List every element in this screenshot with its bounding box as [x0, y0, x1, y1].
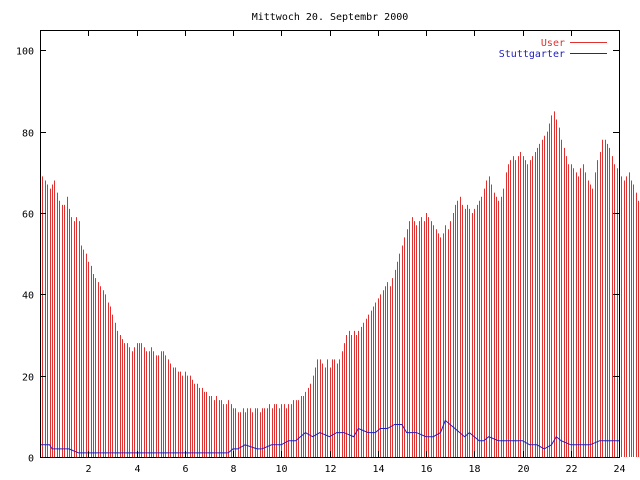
x-tick-label: 20	[517, 464, 529, 475]
chart-title: Mittwoch 20. Septembr 2000	[252, 12, 409, 23]
x-tick-label: 8	[230, 464, 236, 475]
y-tick-label: 0	[28, 454, 34, 465]
stuttgarter-line	[40, 419, 619, 454]
x-tick-label: 12	[324, 464, 336, 475]
y-tick-label: 80	[22, 129, 34, 140]
x-tick-label: 18	[468, 464, 480, 475]
x-tick-label: 16	[420, 464, 432, 475]
y-tick-label: 60	[22, 210, 34, 221]
user-series	[40, 111, 639, 457]
y-tick-label: 40	[22, 291, 34, 302]
x-tick-label: 4	[134, 464, 140, 475]
x-axis: 2 4 6 8 10 12 14 16 18 20 22 24	[85, 30, 626, 475]
y-tick-label: 100	[16, 47, 34, 58]
x-tick-label: 24	[613, 464, 625, 475]
y-tick-label: 20	[22, 373, 34, 384]
x-tick-label: 6	[182, 464, 188, 475]
legend: User Stuttgarter	[499, 38, 607, 60]
y-axis: 0 20 40 60 80 100	[16, 47, 619, 465]
x-tick-label: 10	[275, 464, 287, 475]
legend-label-user: User	[541, 38, 565, 49]
x-tick-label: 14	[372, 464, 384, 475]
x-tick-label: 2	[85, 464, 91, 475]
x-tick-label: 22	[565, 464, 577, 475]
legend-label-stuttgarter: Stuttgarter	[499, 49, 565, 60]
